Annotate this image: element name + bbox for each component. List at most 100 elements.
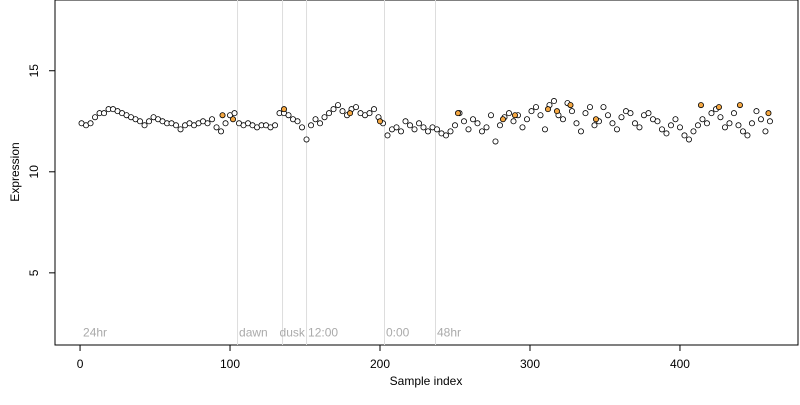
point (87, 120, 94, 127)
point (685, 136, 692, 143)
point (667, 122, 674, 129)
point (492, 138, 499, 145)
x-tick-label: 200 (370, 357, 390, 371)
point (505, 110, 512, 117)
point (281, 106, 288, 113)
plot-frame (54, 0, 799, 346)
point (694, 122, 701, 129)
point (717, 114, 724, 121)
region-label: 12:00 (308, 326, 338, 340)
point (487, 112, 494, 119)
point (600, 104, 607, 111)
x-tick-label: 300 (520, 357, 540, 371)
point (465, 126, 472, 133)
point (407, 122, 414, 129)
point (478, 128, 485, 135)
region-label: dawn (239, 326, 268, 340)
point (371, 106, 378, 113)
point (402, 118, 409, 125)
point (411, 126, 418, 133)
x-axis-label: Sample index (390, 374, 463, 388)
point (697, 102, 704, 109)
x-tick-label: 0 (77, 357, 84, 371)
point (330, 106, 337, 113)
point (347, 110, 354, 117)
point (726, 120, 733, 127)
point (627, 110, 634, 117)
point (532, 104, 539, 111)
point (762, 128, 769, 135)
point (690, 128, 697, 135)
point (708, 110, 715, 117)
point (377, 118, 384, 125)
point (209, 116, 216, 123)
point (308, 122, 315, 129)
point (393, 124, 400, 131)
point (544, 106, 551, 113)
point (721, 124, 728, 131)
point (218, 128, 225, 135)
point (528, 108, 535, 115)
point (177, 126, 184, 133)
point (231, 110, 238, 117)
point (591, 122, 598, 129)
point (681, 132, 688, 139)
point (753, 108, 760, 115)
point (735, 122, 742, 129)
point (230, 116, 237, 123)
point (519, 124, 526, 131)
point (645, 110, 652, 117)
point (366, 110, 373, 117)
point (550, 98, 557, 105)
point (730, 110, 737, 117)
point (303, 136, 310, 143)
point (416, 120, 423, 127)
point (765, 110, 772, 117)
region-label: 24hr (83, 326, 107, 340)
point (420, 124, 427, 131)
point (213, 124, 220, 131)
point (442, 132, 449, 139)
point (523, 116, 530, 123)
region-label: 48hr (437, 326, 461, 340)
point (567, 102, 574, 109)
point (736, 102, 743, 109)
point (748, 120, 755, 127)
point (101, 110, 108, 117)
y-tick-label: 5 (27, 269, 41, 276)
point (757, 116, 764, 123)
point (92, 114, 99, 121)
point (511, 112, 518, 119)
region-label: dusk (280, 326, 306, 340)
point (739, 128, 746, 135)
point (353, 104, 360, 111)
point (384, 132, 391, 139)
point (447, 128, 454, 135)
point (613, 126, 620, 133)
y-axis-label: Expression (8, 142, 22, 201)
point (537, 112, 544, 119)
point (294, 118, 301, 125)
point (433, 126, 440, 133)
point (541, 126, 548, 133)
point (137, 118, 144, 125)
point (451, 122, 458, 129)
point (703, 120, 710, 127)
point (424, 128, 431, 135)
point (483, 124, 490, 131)
point (173, 122, 180, 129)
point (146, 118, 153, 125)
point (715, 104, 722, 111)
point (141, 122, 148, 129)
point (604, 112, 611, 119)
point (496, 122, 503, 129)
point (321, 114, 328, 121)
point (766, 118, 773, 125)
point (312, 116, 319, 123)
point (553, 108, 560, 115)
point (658, 126, 665, 133)
point (299, 124, 306, 131)
region-label: 0:00 (386, 326, 410, 340)
point (582, 110, 589, 117)
